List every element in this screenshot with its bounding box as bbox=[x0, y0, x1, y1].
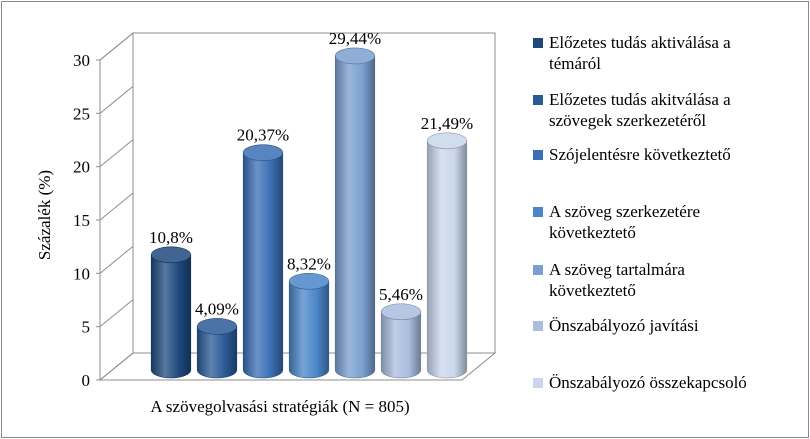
legend-swatch bbox=[533, 150, 543, 160]
y-tick-label: 30 bbox=[73, 51, 90, 70]
legend-item: Szójelentésre következtető bbox=[533, 145, 731, 164]
legend-item: A szöveg tartalmára következtető bbox=[533, 260, 685, 300]
y-tick-label: 15 bbox=[73, 211, 90, 230]
y-tick-line bbox=[99, 245, 134, 274]
bar bbox=[242, 144, 284, 379]
y-axis-label: Százalék (%) bbox=[35, 170, 54, 260]
y-tick-line bbox=[99, 192, 134, 221]
data-labels: 10,8% 4,09% 20,37% 8,32% 29,44% 5,46% 21,49% bbox=[149, 29, 473, 318]
y-tick-line bbox=[99, 139, 134, 168]
legend-label: Szójelentésre következtető bbox=[549, 145, 731, 164]
bar-body bbox=[426, 140, 468, 379]
legend-item: Önszabályozó összekapcsoló bbox=[533, 373, 747, 392]
bar-body bbox=[242, 152, 284, 379]
legend-swatch bbox=[533, 265, 543, 275]
legend-label: A szöveg szerkezetére következtető bbox=[549, 202, 700, 242]
bar-body bbox=[380, 311, 422, 379]
bar bbox=[196, 318, 238, 379]
y-tick-line bbox=[99, 32, 134, 61]
x-axis-label: A szövegolvasási stratégiák (N = 805) bbox=[150, 397, 409, 416]
data-label: 8,32% bbox=[287, 254, 331, 273]
legend-item: Önszabályozó javítási bbox=[533, 316, 699, 335]
bar-body bbox=[150, 254, 192, 379]
bar bbox=[426, 132, 468, 379]
bar-top bbox=[196, 318, 238, 335]
bar-body bbox=[334, 55, 376, 379]
data-label: 10,8% bbox=[149, 228, 193, 247]
bar-top bbox=[380, 303, 422, 321]
bar-top bbox=[288, 272, 330, 290]
data-label: 5,46% bbox=[379, 285, 423, 304]
legend-swatch bbox=[533, 207, 543, 217]
y-tick-line bbox=[99, 352, 134, 381]
bars bbox=[150, 47, 468, 379]
data-label: 21,49% bbox=[421, 114, 473, 133]
legend-swatch bbox=[533, 95, 543, 105]
y-tick-label: 25 bbox=[73, 104, 90, 123]
legend-label: Előzetes tudás akitválása a szövegek szer… bbox=[549, 90, 731, 130]
legend-label: Önszabályozó javítási bbox=[549, 316, 699, 335]
legend-swatch bbox=[533, 321, 543, 331]
y-tick-label: 5 bbox=[82, 318, 91, 337]
legend-swatch bbox=[533, 38, 543, 48]
bar-top bbox=[150, 246, 192, 264]
legend-label: Előzetes tudás aktiválása a témáról bbox=[549, 33, 731, 73]
data-label: 29,44% bbox=[329, 29, 381, 48]
legend: Előzetes tudás aktiválása a témáról Előzet… bbox=[533, 33, 747, 392]
y-tick-label: 10 bbox=[73, 264, 90, 283]
legend-item: Előzetes tudás akitválása a szövegek szer… bbox=[533, 90, 731, 130]
bar-top bbox=[426, 132, 468, 150]
legend-swatch bbox=[533, 378, 543, 388]
y-tick-label: 0 bbox=[82, 371, 91, 390]
bar bbox=[150, 246, 192, 379]
bar-body bbox=[196, 326, 238, 379]
y-tick-line bbox=[99, 85, 134, 114]
y-axis-ticks: 0 5 10 15 20 25 30 bbox=[73, 32, 134, 390]
bar bbox=[334, 47, 376, 379]
legend-item: A szöveg szerkezetére következtető bbox=[533, 202, 700, 242]
bar bbox=[288, 272, 330, 379]
bar-top bbox=[334, 47, 376, 65]
legend-label: Önszabályozó összekapcsoló bbox=[549, 373, 747, 392]
y-tick-line bbox=[99, 299, 134, 328]
y-tick-label: 20 bbox=[73, 158, 90, 177]
bar-top bbox=[242, 144, 284, 162]
legend-label: A szöveg tartalmára következtető bbox=[549, 260, 685, 300]
data-label: 4,09% bbox=[195, 299, 239, 318]
legend-item: Előzetes tudás aktiválása a témáról bbox=[533, 33, 731, 73]
bar bbox=[380, 303, 422, 379]
data-label: 20,37% bbox=[237, 126, 289, 145]
bar-body bbox=[288, 280, 330, 379]
